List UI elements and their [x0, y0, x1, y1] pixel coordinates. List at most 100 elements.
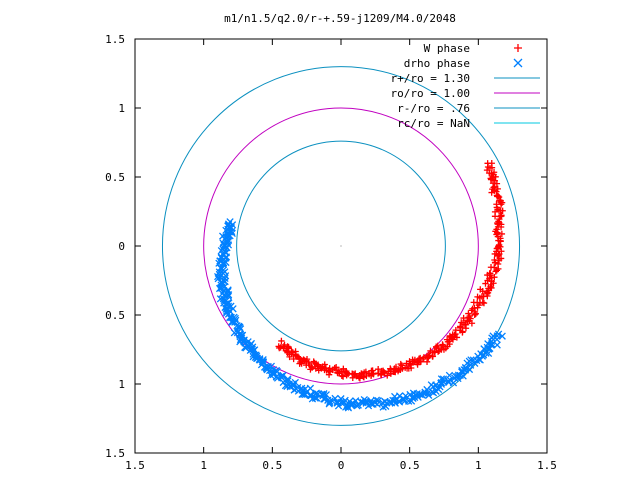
w-phase-point — [492, 268, 499, 275]
legend-label: r+/ro = 1.30 — [391, 72, 470, 85]
w-phase-point — [439, 341, 446, 348]
w-phase-point — [423, 358, 431, 365]
drho-phase-point — [408, 393, 416, 402]
w-phase-point — [459, 328, 466, 335]
w-phase-point — [297, 358, 304, 366]
drho-phase-point — [216, 295, 225, 303]
w-phase-point — [490, 280, 497, 287]
drho-phase-point — [354, 401, 362, 409]
x-axis: 1.5 1 0.5 0 0.5 1 1.5 — [125, 39, 557, 472]
drho-phase-point — [326, 397, 334, 405]
w-phase-point — [472, 310, 479, 318]
drho-phase-point — [494, 330, 503, 338]
w-phase-point — [385, 368, 392, 375]
w-phase-point — [310, 358, 317, 365]
w-phase-point — [397, 360, 404, 368]
w-phase-point — [494, 219, 501, 227]
drho-phase-point — [498, 332, 506, 340]
w-phase-point — [484, 271, 491, 279]
w-phase-point — [492, 173, 499, 181]
w-phase-point — [480, 293, 487, 300]
drho-phase-point — [445, 371, 454, 380]
drho-phase-point — [236, 323, 244, 332]
y-tick-label: 1 — [118, 378, 125, 391]
w-phase-point — [461, 321, 469, 328]
y-axis: 1.5 1 0.5 0 0.5 1 1.5 — [105, 33, 547, 460]
w-phase-point — [468, 307, 475, 314]
w-phase-point — [499, 207, 506, 214]
drho-phase-point — [230, 329, 239, 337]
y-tick-label: 1.5 — [105, 33, 125, 46]
w-phase-point — [471, 311, 478, 319]
w-phase-point — [493, 267, 501, 274]
y-tick-label: 0 — [118, 240, 125, 253]
y-tick-label: 0.5 — [105, 171, 125, 184]
drho-phase-point — [313, 394, 321, 402]
w-phase-point — [278, 337, 285, 345]
w-phase-point — [326, 368, 333, 375]
drho-phase-point — [307, 391, 316, 400]
w-phase-point — [497, 201, 505, 208]
chart-title: m1/n1.5/q2.0/r-+.59-j1209/M4.0/2048 — [224, 12, 456, 25]
drho-phase-point — [334, 402, 343, 410]
w-phase-point — [462, 325, 470, 332]
w-phase-point — [414, 361, 421, 368]
drho-phase-point — [437, 375, 446, 383]
x-tick-label: 0.5 — [400, 459, 420, 472]
legend-label: ro/ro = 1.00 — [391, 87, 470, 100]
drho-phase-point — [465, 365, 474, 374]
w-phase-point — [339, 373, 347, 380]
drho-phase-point — [513, 58, 523, 68]
drho-phase-point — [444, 377, 452, 385]
x-tick-label: 1 — [475, 459, 482, 472]
w-phase-point — [433, 344, 440, 352]
x-tick-label: 0.5 — [262, 459, 282, 472]
w-phase-point — [374, 369, 382, 377]
w-phase-point — [470, 299, 477, 306]
w-phase-point — [480, 299, 488, 307]
circle-0 — [161, 66, 521, 426]
drho-phase-point — [432, 381, 440, 389]
drho-phase-point — [374, 396, 382, 405]
w-phase-point — [275, 343, 282, 350]
w-phase-point — [494, 252, 501, 260]
w-phase-point — [487, 176, 495, 183]
drho-phase-point — [401, 392, 410, 400]
w-phase-point — [458, 319, 465, 326]
drho-phase-point — [224, 222, 232, 230]
w-phase-point — [493, 204, 501, 211]
y-tick-label: 1.5 — [105, 447, 125, 460]
drho-phase-point — [221, 272, 230, 280]
reference-circles — [161, 66, 521, 426]
legend: W phase drho phase r+/ro = 1.30 ro/ro = 1.0… — [391, 42, 540, 130]
w-phase-point — [465, 314, 472, 321]
circle-2 — [236, 140, 446, 352]
w-phase-point — [497, 238, 504, 245]
w-phase-point — [498, 230, 506, 238]
w-phase-point — [491, 259, 499, 267]
w-phase-point — [392, 368, 399, 376]
drho-phase-point — [493, 341, 501, 349]
w-phase-point — [464, 318, 471, 325]
drho-phase-point — [251, 346, 259, 354]
drho-phase-point — [391, 399, 399, 407]
origin-dot — [340, 245, 342, 247]
w-phase-point — [332, 364, 340, 371]
w-phase-point — [443, 336, 451, 343]
legend-label: r-/ro = .76 — [397, 102, 470, 115]
w-phase-point — [514, 44, 522, 52]
w-phase-point — [482, 280, 489, 287]
w-phase-point — [449, 336, 457, 343]
w-phase-point — [486, 169, 493, 177]
y-tick-label: 0.5 — [105, 309, 125, 322]
y-tick-label: 1 — [118, 102, 125, 115]
w-phase-point — [494, 244, 502, 251]
x-tick-label: 0 — [338, 459, 345, 472]
drho-phase-point — [228, 227, 236, 236]
drho-phase-point — [220, 296, 228, 305]
w-phase-point — [477, 286, 484, 293]
drho-phase-series — [214, 218, 506, 412]
drho-phase-point — [291, 378, 299, 387]
drho-phase-point — [372, 396, 381, 404]
